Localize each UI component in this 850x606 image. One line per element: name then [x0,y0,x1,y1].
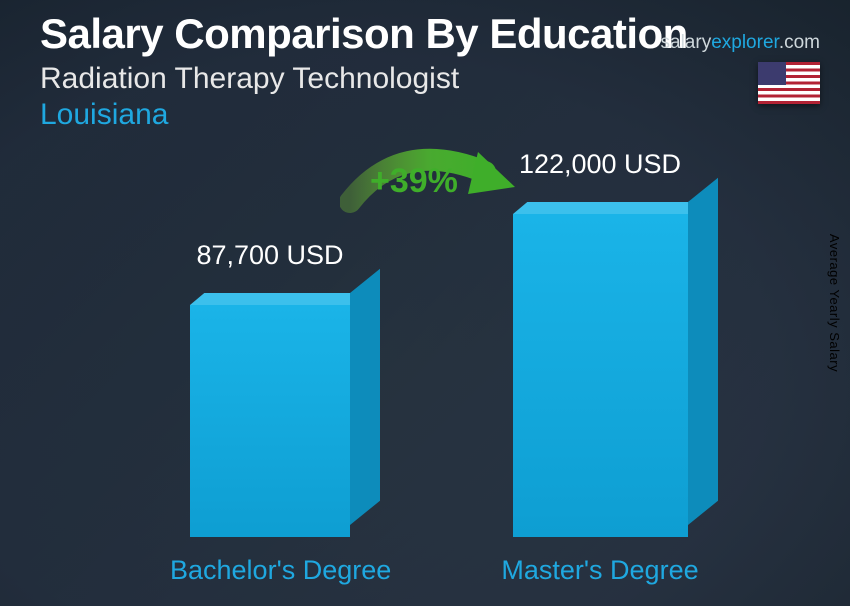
bar-side [350,269,380,525]
brand-logo: salaryexplorer.com [661,32,820,54]
bar-top [190,293,364,305]
increase-indicator: +39% [350,150,530,230]
bar-label: Bachelor's Degree [170,555,370,586]
brand-part3: .com [779,32,820,53]
flag-icon [758,62,820,104]
bar-value: 87,700 USD [170,240,370,271]
page-subtitle: Radiation Therapy Technologist [40,62,688,96]
brand-part2: explorer [711,32,779,53]
page-title: Salary Comparison By Education [40,10,688,58]
bar-top [513,202,702,214]
header: Salary Comparison By Education Radiation… [40,10,688,132]
bar-front [190,305,350,537]
bar-side [688,178,718,525]
bar-front [513,214,688,537]
bar-group-bachelors: 87,700 USD Bachelor's Degree [170,240,370,586]
bar-masters [513,190,688,537]
brand-part1: salary [661,32,712,53]
bar-bachelors [190,281,350,537]
bar-label: Master's Degree [500,555,700,586]
increase-percentage: +39% [370,162,458,201]
location-label: Louisiana [40,98,688,132]
